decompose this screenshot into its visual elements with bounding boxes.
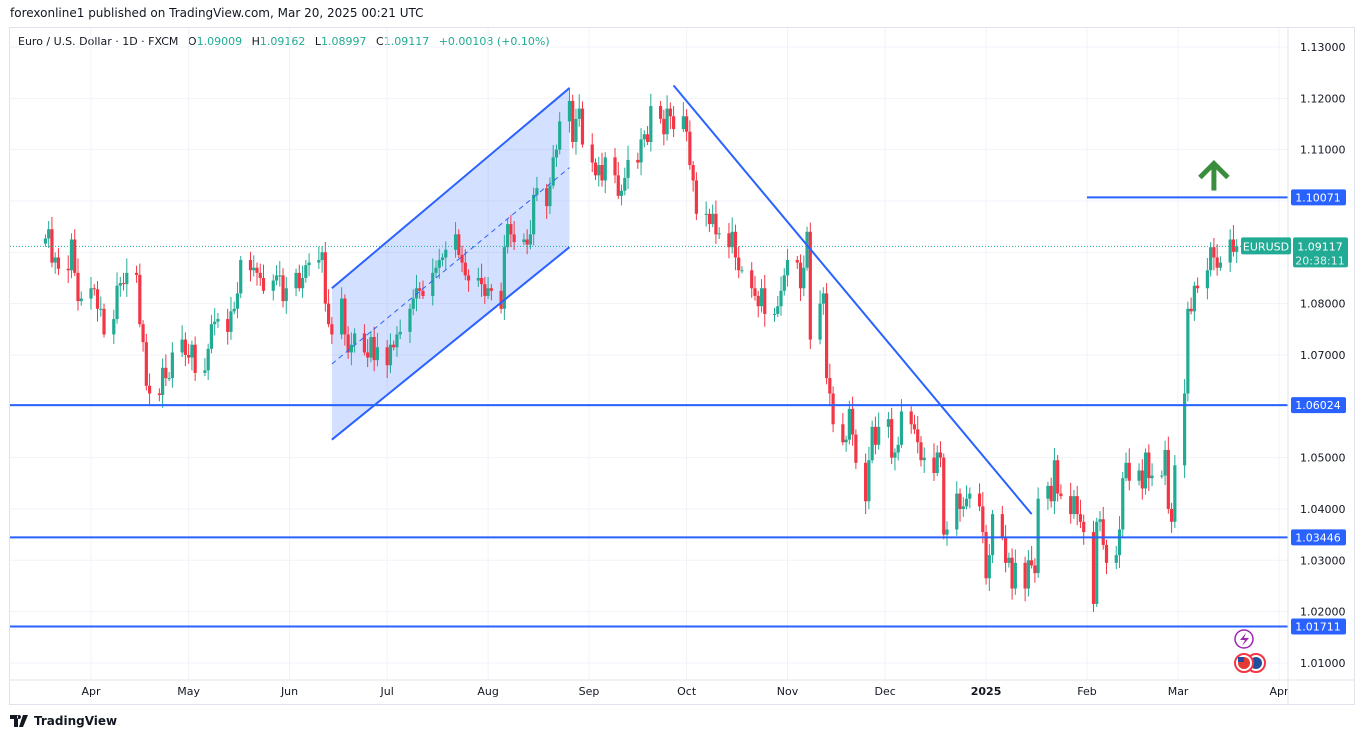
- close-value: C1.09117: [376, 35, 429, 48]
- close-label: C: [376, 35, 384, 48]
- high-value: H1.09162: [252, 35, 306, 48]
- high-label: H: [251, 35, 260, 48]
- tradingview-logo[interactable]: TradingView: [10, 714, 117, 728]
- symbol-title[interactable]: Euro / U.S. Dollar · 1D · FXCM: [18, 35, 179, 48]
- symbol-legend: Euro / U.S. Dollar · 1D · FXCM O1.09009 …: [18, 35, 556, 48]
- publish-info: forexonline1 published on TradingView.co…: [10, 6, 424, 20]
- open-number: 1.09009: [196, 35, 243, 48]
- tradingview-logo-icon: [10, 715, 28, 727]
- change-value: +0.00108 (+0.10%): [438, 35, 550, 48]
- open-label: O: [187, 35, 197, 48]
- high-number: 1.09162: [259, 35, 306, 48]
- chart-frame: [9, 27, 1355, 705]
- low-value: L1.08997: [315, 35, 367, 48]
- low-label: L: [314, 35, 322, 48]
- low-number: 1.08997: [321, 35, 367, 48]
- brand-label: TradingView: [34, 714, 118, 728]
- close-number: 1.09117: [383, 35, 430, 48]
- open-value: O1.09009: [188, 35, 242, 48]
